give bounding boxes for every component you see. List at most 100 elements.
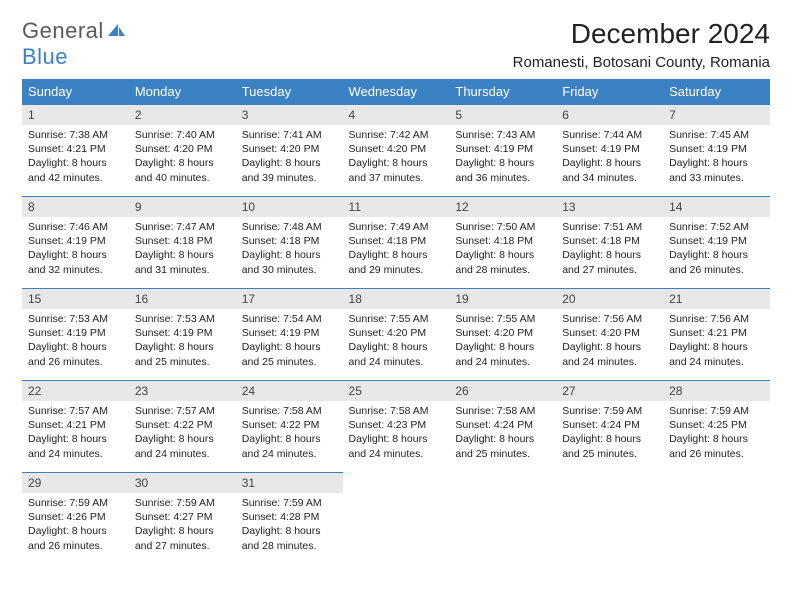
day-info: Sunrise: 7:51 AMSunset: 4:18 PMDaylight:… — [556, 217, 663, 281]
day-info-line: Sunrise: 7:58 AM — [455, 404, 550, 418]
day-info: Sunrise: 7:53 AMSunset: 4:19 PMDaylight:… — [22, 309, 129, 373]
day-header-cell: Sunday — [22, 79, 129, 105]
day-info-line: Sunset: 4:23 PM — [349, 418, 444, 432]
day-number: 16 — [129, 289, 236, 309]
day-info-line: and 24 minutes. — [562, 355, 657, 369]
day-number: 14 — [663, 197, 770, 217]
day-info-line: Daylight: 8 hours — [28, 432, 123, 446]
day-header-cell: Tuesday — [236, 79, 343, 105]
calendar-week-row: 22Sunrise: 7:57 AMSunset: 4:21 PMDayligh… — [22, 381, 770, 473]
day-info-line: Sunset: 4:22 PM — [135, 418, 230, 432]
day-info-line: Sunrise: 7:53 AM — [135, 312, 230, 326]
day-number: 28 — [663, 381, 770, 401]
day-info-line: and 24 minutes. — [242, 447, 337, 461]
calendar-day-cell: 28Sunrise: 7:59 AMSunset: 4:25 PMDayligh… — [663, 381, 770, 473]
day-info-line: Sunset: 4:19 PM — [669, 234, 764, 248]
day-number: 15 — [22, 289, 129, 309]
day-number: 27 — [556, 381, 663, 401]
calendar-day-cell: 8Sunrise: 7:46 AMSunset: 4:19 PMDaylight… — [22, 197, 129, 289]
day-info-line: and 25 minutes. — [562, 447, 657, 461]
day-number: 26 — [449, 381, 556, 401]
day-number: 20 — [556, 289, 663, 309]
day-info: Sunrise: 7:40 AMSunset: 4:20 PMDaylight:… — [129, 125, 236, 189]
logo-part1: General — [22, 18, 104, 43]
day-info-line: Sunset: 4:26 PM — [28, 510, 123, 524]
day-info-line: and 28 minutes. — [455, 263, 550, 277]
day-info-line: Sunset: 4:21 PM — [669, 326, 764, 340]
calendar-day-cell: 20Sunrise: 7:56 AMSunset: 4:20 PMDayligh… — [556, 289, 663, 381]
day-info-line: Daylight: 8 hours — [669, 432, 764, 446]
day-info-line: Sunrise: 7:56 AM — [562, 312, 657, 326]
day-info-line: and 24 minutes. — [349, 355, 444, 369]
day-info-line: Sunrise: 7:43 AM — [455, 128, 550, 142]
day-number: 3 — [236, 105, 343, 125]
calendar-day-cell: 25Sunrise: 7:58 AMSunset: 4:23 PMDayligh… — [343, 381, 450, 473]
day-info: Sunrise: 7:43 AMSunset: 4:19 PMDaylight:… — [449, 125, 556, 189]
day-info-line: Daylight: 8 hours — [135, 340, 230, 354]
day-info-line: and 28 minutes. — [242, 539, 337, 553]
day-info-line: and 24 minutes. — [135, 447, 230, 461]
calendar-day-cell: 18Sunrise: 7:55 AMSunset: 4:20 PMDayligh… — [343, 289, 450, 381]
day-info: Sunrise: 7:59 AMSunset: 4:27 PMDaylight:… — [129, 493, 236, 557]
calendar-day-cell: 23Sunrise: 7:57 AMSunset: 4:22 PMDayligh… — [129, 381, 236, 473]
calendar-day-cell: 27Sunrise: 7:59 AMSunset: 4:24 PMDayligh… — [556, 381, 663, 473]
day-number: 21 — [663, 289, 770, 309]
day-info: Sunrise: 7:44 AMSunset: 4:19 PMDaylight:… — [556, 125, 663, 189]
day-info-line: Daylight: 8 hours — [669, 156, 764, 170]
calendar-day-cell — [663, 473, 770, 565]
day-info-line: Sunset: 4:20 PM — [455, 326, 550, 340]
day-info-line: and 39 minutes. — [242, 171, 337, 185]
calendar-day-cell: 11Sunrise: 7:49 AMSunset: 4:18 PMDayligh… — [343, 197, 450, 289]
day-header-cell: Friday — [556, 79, 663, 105]
day-number: 19 — [449, 289, 556, 309]
day-info-line: and 36 minutes. — [455, 171, 550, 185]
day-number: 9 — [129, 197, 236, 217]
day-info-line: and 42 minutes. — [28, 171, 123, 185]
day-info: Sunrise: 7:49 AMSunset: 4:18 PMDaylight:… — [343, 217, 450, 281]
day-info-line: Sunrise: 7:47 AM — [135, 220, 230, 234]
calendar-week-row: 15Sunrise: 7:53 AMSunset: 4:19 PMDayligh… — [22, 289, 770, 381]
day-header-row: SundayMondayTuesdayWednesdayThursdayFrid… — [22, 79, 770, 105]
day-info-line: Sunrise: 7:57 AM — [28, 404, 123, 418]
day-info: Sunrise: 7:55 AMSunset: 4:20 PMDaylight:… — [449, 309, 556, 373]
day-header-cell: Thursday — [449, 79, 556, 105]
day-info: Sunrise: 7:59 AMSunset: 4:25 PMDaylight:… — [663, 401, 770, 465]
day-info: Sunrise: 7:38 AMSunset: 4:21 PMDaylight:… — [22, 125, 129, 189]
day-info-line: Sunrise: 7:50 AM — [455, 220, 550, 234]
day-number: 22 — [22, 381, 129, 401]
logo-part2: Blue — [22, 44, 68, 69]
calendar-week-row: 1Sunrise: 7:38 AMSunset: 4:21 PMDaylight… — [22, 105, 770, 197]
day-info-line: and 26 minutes. — [669, 447, 764, 461]
day-number: 25 — [343, 381, 450, 401]
day-info-line: Sunrise: 7:42 AM — [349, 128, 444, 142]
day-info-line: Daylight: 8 hours — [242, 524, 337, 538]
day-info-line: Daylight: 8 hours — [455, 340, 550, 354]
day-info-line: Sunset: 4:18 PM — [349, 234, 444, 248]
day-info-line: Sunset: 4:19 PM — [242, 326, 337, 340]
calendar-day-cell: 31Sunrise: 7:59 AMSunset: 4:28 PMDayligh… — [236, 473, 343, 565]
day-info-line: Sunset: 4:20 PM — [135, 142, 230, 156]
calendar-day-cell: 6Sunrise: 7:44 AMSunset: 4:19 PMDaylight… — [556, 105, 663, 197]
day-info-line: Daylight: 8 hours — [455, 248, 550, 262]
day-info-line: and 26 minutes. — [28, 355, 123, 369]
day-info-line: and 26 minutes. — [669, 263, 764, 277]
day-info: Sunrise: 7:58 AMSunset: 4:22 PMDaylight:… — [236, 401, 343, 465]
day-info-line: Sunrise: 7:56 AM — [669, 312, 764, 326]
day-info-line: Sunset: 4:19 PM — [455, 142, 550, 156]
day-info-line: Sunrise: 7:41 AM — [242, 128, 337, 142]
day-info-line: and 24 minutes. — [349, 447, 444, 461]
day-info: Sunrise: 7:55 AMSunset: 4:20 PMDaylight:… — [343, 309, 450, 373]
day-info-line: and 29 minutes. — [349, 263, 444, 277]
day-info: Sunrise: 7:54 AMSunset: 4:19 PMDaylight:… — [236, 309, 343, 373]
day-info-line: Sunset: 4:24 PM — [455, 418, 550, 432]
day-info: Sunrise: 7:45 AMSunset: 4:19 PMDaylight:… — [663, 125, 770, 189]
day-info-line: Sunset: 4:20 PM — [242, 142, 337, 156]
day-info-line: Daylight: 8 hours — [562, 432, 657, 446]
day-info-line: Sunrise: 7:55 AM — [455, 312, 550, 326]
calendar-day-cell — [449, 473, 556, 565]
day-info-line: and 40 minutes. — [135, 171, 230, 185]
day-info-line: Sunset: 4:25 PM — [669, 418, 764, 432]
day-info-line: and 27 minutes. — [135, 539, 230, 553]
day-info-line: Daylight: 8 hours — [562, 340, 657, 354]
calendar-day-cell: 4Sunrise: 7:42 AMSunset: 4:20 PMDaylight… — [343, 105, 450, 197]
